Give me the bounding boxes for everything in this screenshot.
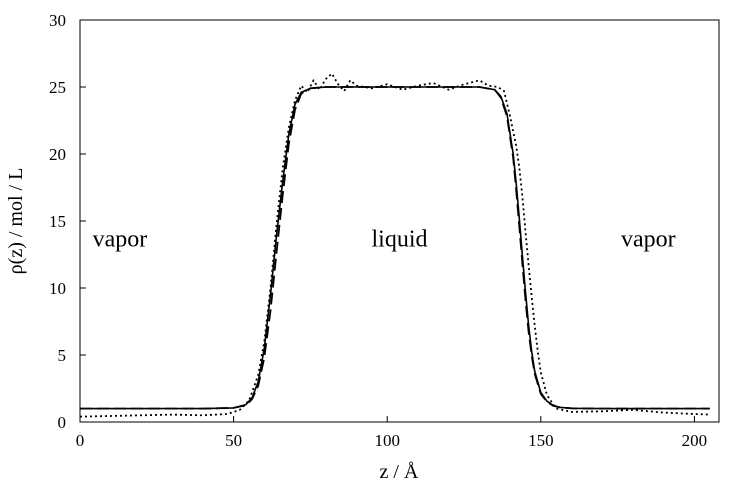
y-axis-title: ρ(z) / mol / L <box>5 168 27 275</box>
region-label-vapor: vapor <box>621 226 676 252</box>
y-tick-label: 10 <box>49 279 66 298</box>
plot-frame <box>79 19 720 423</box>
y-tick-label: 30 <box>49 11 66 30</box>
series-line-dotted <box>79 72 710 418</box>
y-tick-label: 25 <box>49 78 66 97</box>
region-label-liquid: liquid <box>371 226 427 252</box>
region-annotations: vapor liquid vapor <box>93 226 676 252</box>
series-group <box>79 72 710 418</box>
y-tick-label: 0 <box>58 413 67 432</box>
x-tick-label: 100 <box>374 431 400 450</box>
y-tick-label: 20 <box>49 145 66 164</box>
axis-ticks: 0 50 100 150 200 0 5 10 15 20 25 30 <box>49 11 707 450</box>
x-tick-label: 200 <box>682 431 708 450</box>
region-label-vapor: vapor <box>93 226 148 252</box>
y-tick-label: 5 <box>58 346 67 365</box>
x-axis-title: z / Å <box>380 461 419 483</box>
x-tick-label: 50 <box>225 431 242 450</box>
y-tick-label: 15 <box>49 212 66 231</box>
x-tick-label: 150 <box>528 431 554 450</box>
x-tick-label: 0 <box>76 431 85 450</box>
